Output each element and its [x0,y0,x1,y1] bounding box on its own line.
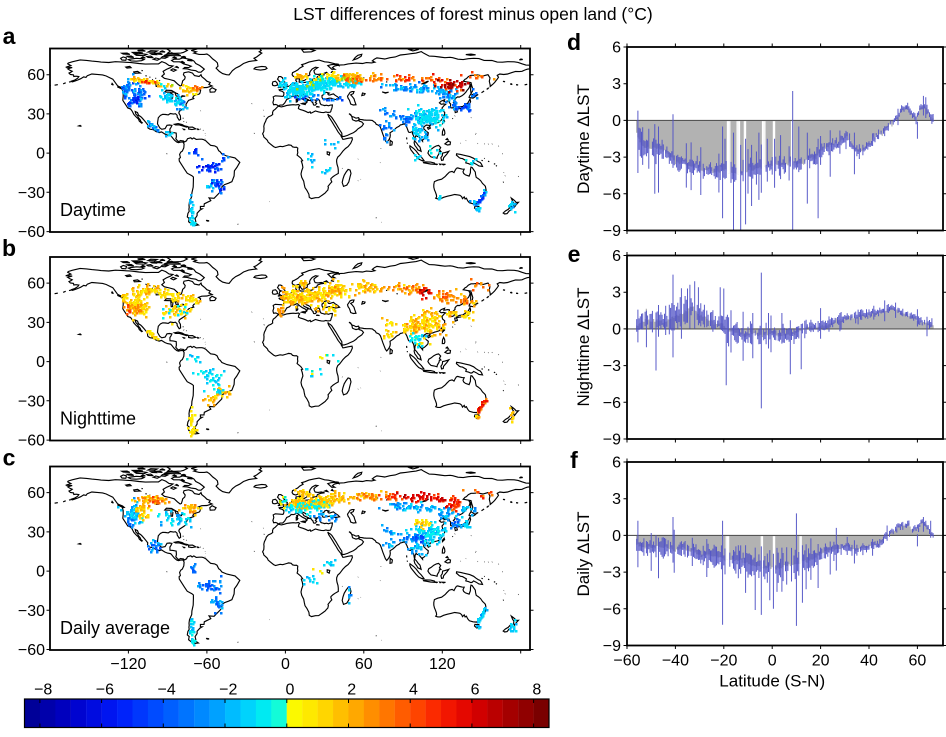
svg-text:LST differences of forest minu: LST differences of forest minus open lan… [293,4,652,24]
svg-text:60: 60 [27,276,45,293]
svg-text:6: 6 [612,455,621,472]
svg-text:−30: −30 [18,185,45,202]
svg-text:−60: −60 [18,433,45,450]
svg-text:0: 0 [612,321,621,338]
svg-text:3: 3 [612,76,621,93]
svg-text:−30: −30 [18,393,45,410]
svg-text:0: 0 [281,656,290,673]
svg-text:f: f [570,447,578,473]
svg-text:Daytime ΔLST: Daytime ΔLST [574,84,593,194]
svg-text:6: 6 [471,682,480,699]
svg-text:−9: −9 [603,432,621,449]
svg-text:20: 20 [812,653,830,670]
svg-text:−20: −20 [710,653,737,670]
svg-text:a: a [3,23,16,49]
svg-text:−40: −40 [662,653,689,670]
svg-text:60: 60 [909,653,927,670]
svg-text:60: 60 [355,656,373,673]
svg-text:4: 4 [409,682,418,699]
svg-text:c: c [3,445,16,471]
svg-text:2: 2 [347,682,356,699]
svg-text:6: 6 [612,40,621,57]
svg-text:30: 30 [27,524,45,541]
svg-text:40: 40 [860,653,878,670]
svg-text:−8: −8 [34,682,52,699]
svg-text:−9: −9 [603,638,621,655]
svg-text:3: 3 [612,285,621,302]
svg-text:60: 60 [27,67,45,84]
svg-text:0: 0 [612,113,621,130]
svg-text:60: 60 [27,485,45,502]
svg-text:30: 30 [27,106,45,123]
svg-text:−60: −60 [18,224,45,241]
svg-text:−60: −60 [18,642,45,659]
svg-text:−9: −9 [603,223,621,240]
svg-text:Latitude (S-N): Latitude (S-N) [719,672,825,691]
svg-text:−2: −2 [219,682,237,699]
svg-text:0: 0 [36,146,45,163]
svg-text:−6: −6 [96,682,114,699]
svg-text:0: 0 [36,564,45,581]
svg-text:Nighttime: Nighttime [60,409,136,429]
svg-text:30: 30 [27,315,45,332]
svg-text:−60: −60 [613,653,640,670]
svg-text:−4: −4 [157,682,175,699]
svg-text:b: b [2,235,16,261]
svg-text:8: 8 [532,682,541,699]
svg-text:−6: −6 [603,186,621,203]
svg-text:0: 0 [36,354,45,371]
svg-text:Daytime: Daytime [60,200,126,220]
svg-text:−60: −60 [193,656,220,673]
svg-text:−6: −6 [603,601,621,618]
svg-text:−3: −3 [603,150,621,167]
svg-text:−30: −30 [18,603,45,620]
svg-text:0: 0 [768,653,777,670]
svg-text:0: 0 [612,528,621,545]
svg-text:6: 6 [612,248,621,265]
svg-text:−6: −6 [603,395,621,412]
svg-text:−3: −3 [603,358,621,375]
svg-text:−3: −3 [603,565,621,582]
svg-text:Daily average: Daily average [60,618,170,638]
svg-text:0: 0 [286,682,295,699]
svg-text:3: 3 [612,491,621,508]
svg-text:e: e [568,241,581,267]
svg-text:120: 120 [429,656,456,673]
svg-text:−120: −120 [110,656,146,673]
svg-text:Daily ΔLST: Daily ΔLST [574,511,593,596]
svg-text:Nighttime ΔLST: Nighttime ΔLST [574,287,593,406]
svg-text:d: d [567,29,581,55]
